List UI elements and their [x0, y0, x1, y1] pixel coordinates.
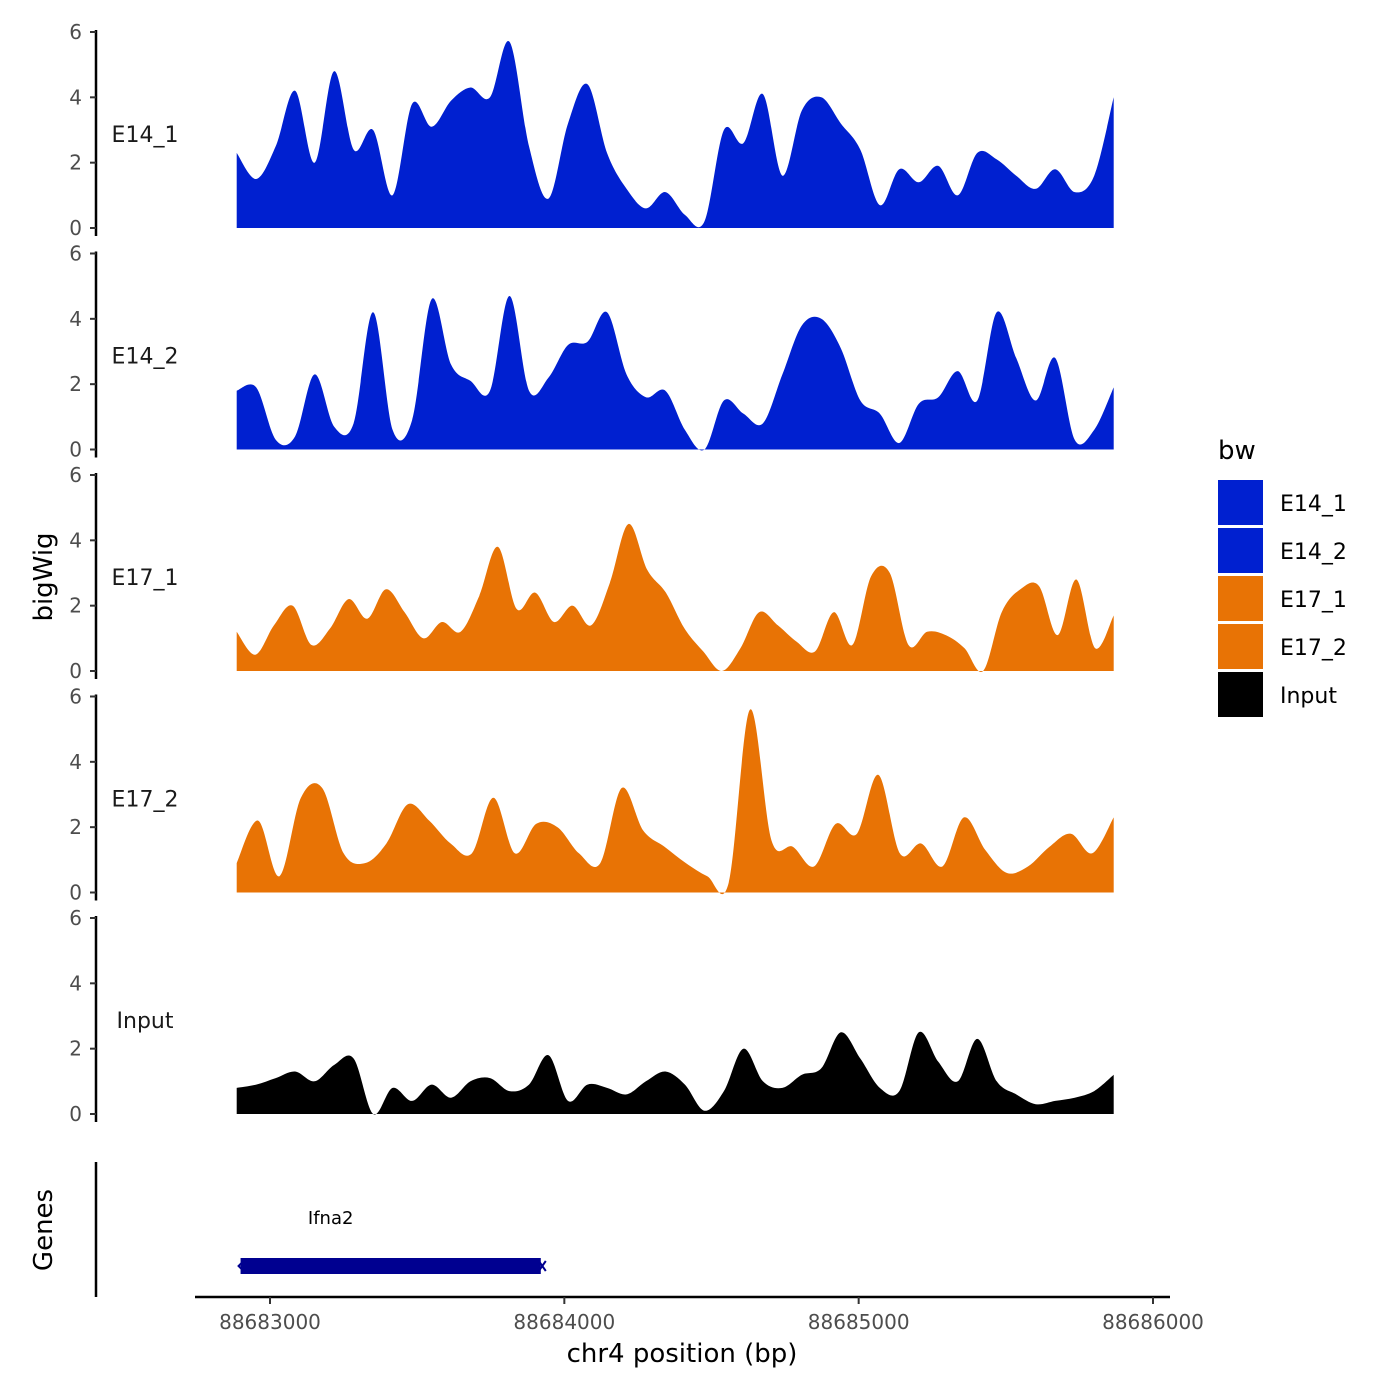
legend-label: E17_1 — [1280, 588, 1347, 613]
track-e17-2: 0 2 4 6 E17_2 — [69, 685, 1114, 905]
y-tick-label: 2 — [69, 594, 82, 618]
coverage-tracks: 0 2 4 6 E14_1 0 2 4 6 E14_2 0 2 4 6 E17_1 0 2 4 6 E17_2 0 2 4 6… — [69, 20, 1114, 1126]
y-tick-label: 6 — [69, 242, 82, 266]
y-tick-label: 4 — [69, 85, 82, 109]
track-input: 0 2 4 6 Input — [69, 906, 1114, 1126]
genes-panel-title: Genes — [29, 1189, 59, 1271]
x-axis: 88683000 88684000 88685000 88686000 chr4 po… — [195, 1295, 1204, 1369]
coverage-area-e14-2 — [236, 296, 1114, 451]
legend-label: E14_1 — [1280, 492, 1347, 517]
track-e17-1: 0 2 4 6 E17_1 — [69, 463, 1114, 683]
legend-swatch — [1218, 528, 1263, 573]
y-tick-label: 0 — [69, 1102, 82, 1126]
gene-end-marker — [537, 1260, 547, 1272]
x-axis-ticks: 88683000 88684000 88685000 88686000 — [219, 1297, 1204, 1334]
track-label: E17_2 — [112, 788, 179, 813]
track-label: E17_1 — [112, 566, 179, 591]
gene-strand-arrow — [237, 1260, 245, 1272]
y-tick-label: 6 — [69, 906, 82, 930]
y-tick-label: 2 — [69, 815, 82, 839]
coverage-area-e17-1 — [236, 523, 1114, 672]
coverage-area-e14-1 — [236, 40, 1114, 229]
legend-swatch — [1218, 624, 1263, 669]
y-tick-label: 2 — [69, 151, 82, 175]
y-tick-label: 2 — [69, 1037, 82, 1061]
y-tick-label: 4 — [69, 307, 82, 331]
legend-swatch — [1218, 576, 1263, 621]
gene-models: Ifna2 — [237, 1208, 547, 1274]
y-tick-label: 6 — [69, 463, 82, 487]
track-e14-2: 0 2 4 6 E14_2 — [69, 242, 1114, 462]
y-tick-label: 4 — [69, 528, 82, 552]
legend-label: E14_2 — [1280, 540, 1347, 565]
x-tick-label: 88683000 — [219, 1310, 321, 1334]
y-axis-title: bigWig — [29, 532, 59, 621]
track-label: E14_2 — [112, 345, 179, 370]
x-axis-title: chr4 position (bp) — [567, 1339, 798, 1369]
y-tick-label: 6 — [69, 685, 82, 709]
x-tick-label: 88686000 — [1102, 1310, 1204, 1334]
y-tick-label: 0 — [69, 438, 82, 462]
gene-label: Ifna2 — [308, 1208, 354, 1229]
y-tick-label: 2 — [69, 372, 82, 396]
legend-title: bw — [1218, 436, 1256, 466]
legend-swatch — [1218, 480, 1263, 525]
y-tick-label: 6 — [69, 20, 82, 44]
x-tick-label: 88684000 — [513, 1310, 615, 1334]
legend-swatch — [1218, 672, 1263, 717]
coverage-area-input — [236, 1031, 1114, 1115]
y-tick-label: 0 — [69, 216, 82, 240]
gene-exon-bar — [240, 1258, 541, 1274]
legend-items: E14_1 E14_2 E17_1 E17_2 Input — [1218, 480, 1347, 717]
x-tick-label: 88685000 — [808, 1310, 910, 1334]
track-label: Input — [117, 1009, 174, 1034]
y-tick-label: 0 — [69, 659, 82, 683]
y-tick-label: 4 — [69, 750, 82, 774]
legend-label: Input — [1280, 684, 1337, 709]
legend-label: E17_2 — [1280, 636, 1347, 661]
y-tick-label: 0 — [69, 881, 82, 905]
y-tick-label: 4 — [69, 971, 82, 995]
genes-panel: Genes Ifna2 — [29, 1162, 547, 1297]
legend: bw E14_1 E14_2 E17_1 E17_2 Input — [1218, 436, 1347, 717]
track-e14-1: 0 2 4 6 E14_1 — [69, 20, 1114, 240]
track-label: E14_1 — [112, 123, 179, 148]
coverage-area-e17-2 — [236, 709, 1114, 895]
